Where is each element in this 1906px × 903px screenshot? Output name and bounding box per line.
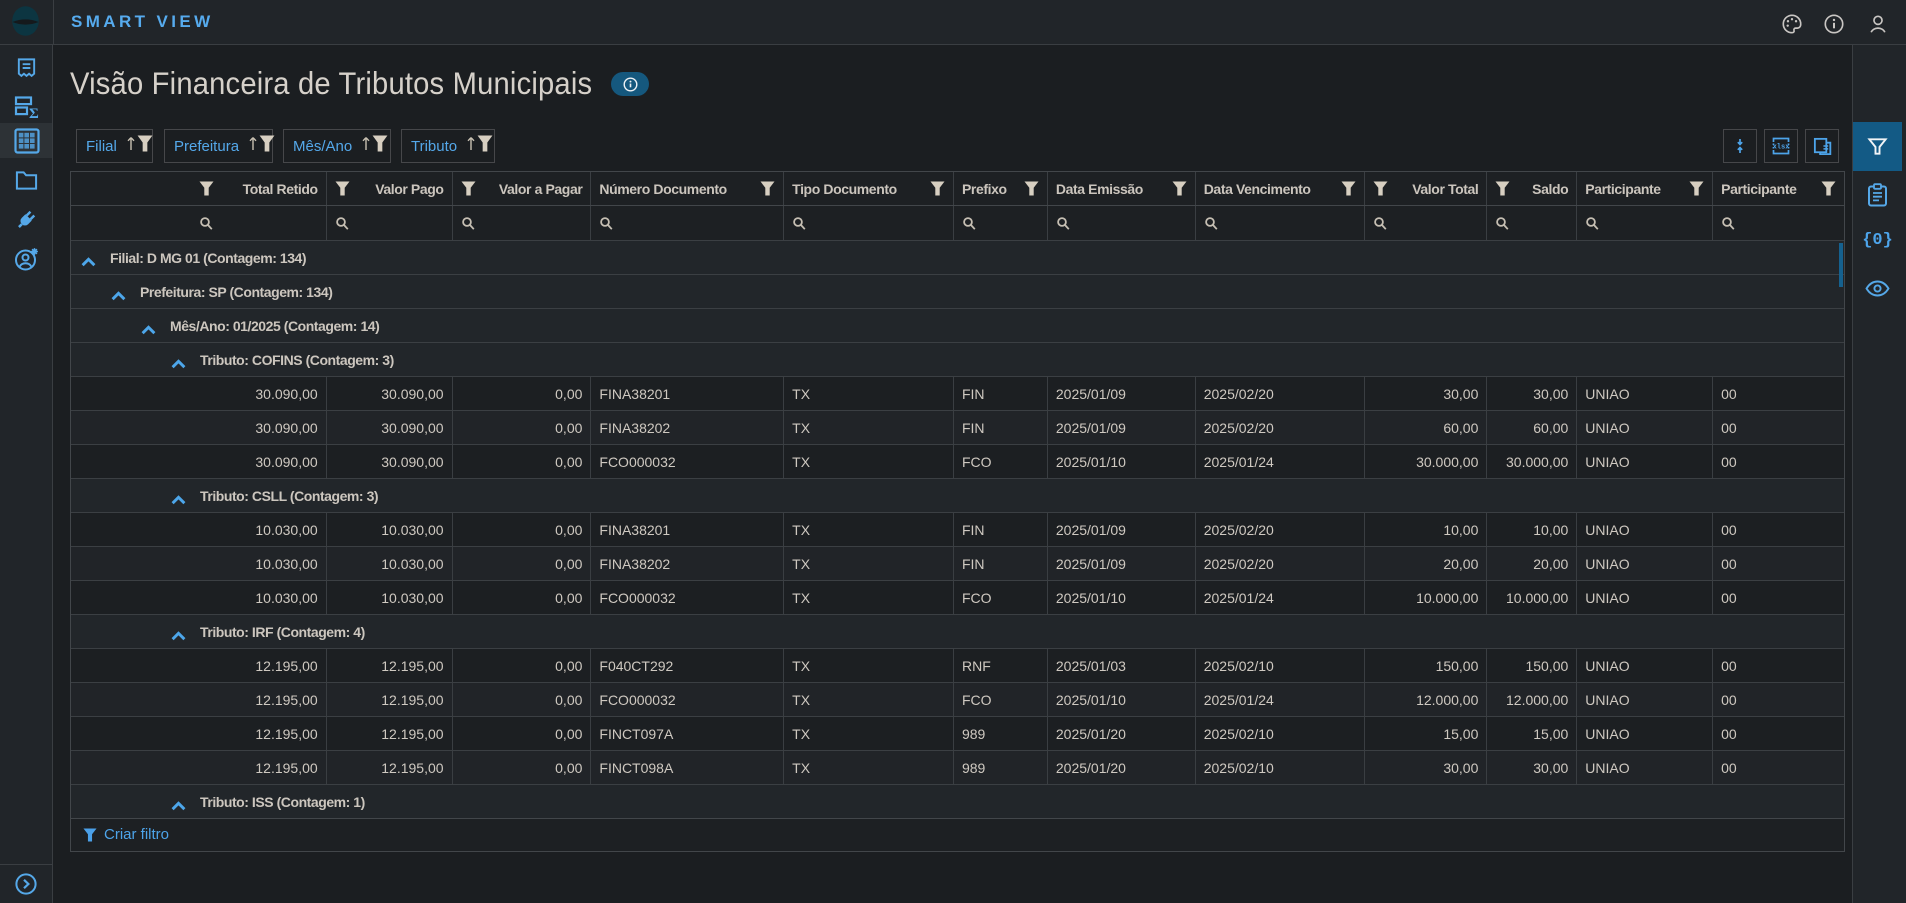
svg-text:xlsx: xlsx: [1773, 144, 1791, 152]
svg-text:Σ: Σ: [29, 106, 39, 119]
